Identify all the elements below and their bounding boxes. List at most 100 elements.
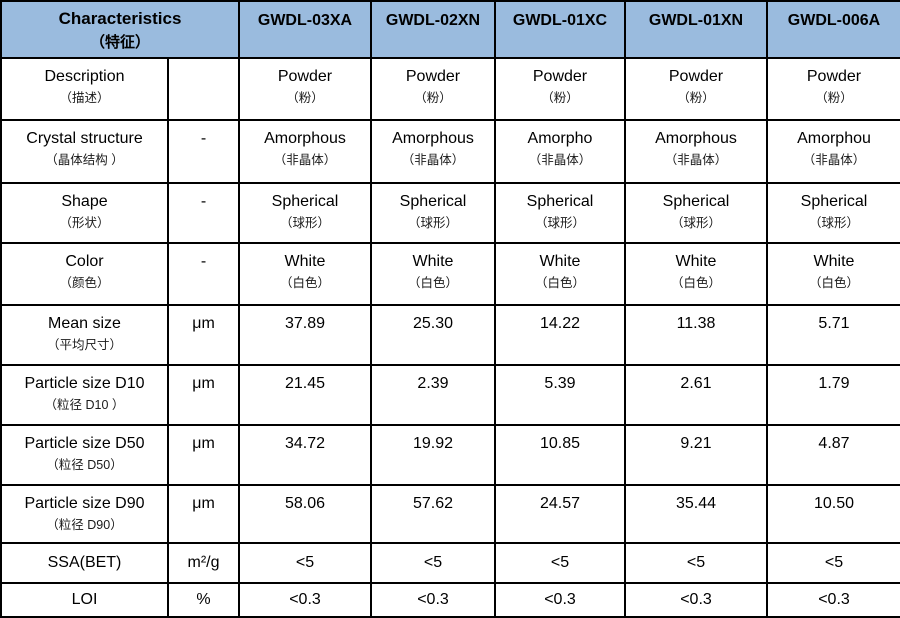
- value-cell: <5: [370, 542, 496, 584]
- unit-cell: %: [167, 582, 240, 618]
- value-cn: （粉）: [414, 91, 452, 105]
- value-cn: （非晶体）: [802, 153, 866, 167]
- value-cn: （球形）: [407, 216, 458, 230]
- value: 24.57: [539, 495, 581, 512]
- product-header: GWDL-02XN: [370, 0, 496, 59]
- row-label-cn: （粒径 D90）: [46, 518, 123, 532]
- value: Spherical: [662, 193, 730, 210]
- row-label-cn: （平均尺寸）: [46, 338, 122, 352]
- value: 5.39: [544, 375, 576, 392]
- value: 1.79: [818, 375, 850, 392]
- value: <0.3: [417, 591, 449, 608]
- unit-cell: [167, 57, 240, 121]
- value-cell: 4.87: [766, 424, 900, 486]
- value: 14.22: [539, 315, 581, 332]
- row-label-cell: LOI: [0, 582, 169, 618]
- value-cell: Spherical （球形）: [370, 182, 496, 244]
- value: Amorpho: [527, 130, 593, 147]
- table-row: Description （描述） Powder （粉） Powder （粉） Pow…: [0, 57, 900, 121]
- row-label: Particle size D90: [24, 495, 145, 512]
- unit-label: μm: [192, 495, 215, 512]
- value: <0.3: [544, 591, 576, 608]
- row-label: Shape: [61, 193, 108, 210]
- row-label-cell: Description （描述）: [0, 57, 169, 121]
- value: 10.85: [539, 435, 581, 452]
- value-cell: Spherical （球形）: [766, 182, 900, 244]
- unit-label: -: [200, 193, 207, 210]
- product-code: GWDL-01XC: [512, 12, 608, 29]
- value-cell: Powder （粉）: [370, 57, 496, 121]
- value: 25.30: [412, 315, 454, 332]
- product-header: GWDL-01XN: [624, 0, 768, 59]
- value-cn: （粉）: [677, 91, 715, 105]
- row-label-cell: Particle size D90 （粒径 D90）: [0, 484, 169, 544]
- characteristics-header-cell: Characteristics （特征）: [0, 0, 240, 59]
- value-cell: White （白色）: [624, 242, 768, 306]
- value-cn: （白色）: [808, 276, 859, 290]
- value: 58.06: [284, 495, 326, 512]
- table-row: Shape （形状） - Spherical （球形） Spherical （球形）…: [0, 182, 900, 244]
- value-cell: 58.06: [238, 484, 372, 544]
- value: <5: [824, 554, 844, 571]
- value: 9.21: [680, 435, 712, 452]
- value-cell: <5: [494, 542, 626, 584]
- value-cn: （粉）: [815, 91, 853, 105]
- characteristics-title: Characteristics: [58, 9, 182, 28]
- value: 35.44: [675, 495, 717, 512]
- value-cell: 10.50: [766, 484, 900, 544]
- value-cell: <0.3: [624, 582, 768, 618]
- value-cell: White （白色）: [370, 242, 496, 306]
- value: White: [813, 253, 855, 270]
- unit-label: μm: [192, 315, 215, 332]
- value-cell: <5: [624, 542, 768, 584]
- product-code: GWDL-006A: [787, 12, 881, 29]
- value: Powder: [532, 68, 588, 85]
- value-cell: 34.72: [238, 424, 372, 486]
- row-label: Mean size: [48, 315, 121, 332]
- value: <5: [550, 554, 570, 571]
- value-cn: （球形）: [670, 216, 721, 230]
- row-label-cn: （形状）: [59, 216, 110, 230]
- product-header: GWDL-03XA: [238, 0, 372, 59]
- unit-label: %: [196, 591, 211, 608]
- value: White: [412, 253, 454, 270]
- product-code: GWDL-01XN: [648, 12, 744, 29]
- row-label-cn: （颜色）: [59, 276, 110, 290]
- value-cn: （球形）: [279, 216, 330, 230]
- row-label: Description: [44, 68, 125, 85]
- unit-label: m²/g: [187, 554, 220, 571]
- value-cn: （白色）: [279, 276, 330, 290]
- row-label-cell: Particle size D50 （粒径 D50）: [0, 424, 169, 486]
- value-cn: （白色）: [407, 276, 458, 290]
- value-cn: （球形）: [808, 216, 859, 230]
- value: Spherical: [271, 193, 339, 210]
- value-cell: Powder （粉）: [766, 57, 900, 121]
- value-cell: <0.3: [494, 582, 626, 618]
- unit-label: μm: [192, 435, 215, 452]
- unit-cell: -: [167, 119, 240, 184]
- value: White: [284, 253, 326, 270]
- value-cell: <5: [766, 542, 900, 584]
- table-row: Particle size D90 （粒径 D90） μm 58.06 57.6…: [0, 484, 900, 544]
- table-row: Crystal structure （晶体结构 ） - Amorphous （非晶…: [0, 119, 900, 184]
- value-cell: 57.62: [370, 484, 496, 544]
- value-cell: Amorphou （非晶体）: [766, 119, 900, 184]
- value-cell: Amorpho （非晶体）: [494, 119, 626, 184]
- value-cell: <0.3: [766, 582, 900, 618]
- value-cell: <5: [238, 542, 372, 584]
- unit-label: -: [200, 130, 207, 147]
- value: <5: [423, 554, 443, 571]
- row-label-cell: Crystal structure （晶体结构 ）: [0, 119, 169, 184]
- unit-cell: μm: [167, 424, 240, 486]
- value: Powder: [405, 68, 461, 85]
- value: Powder: [277, 68, 333, 85]
- unit-label: μm: [192, 375, 215, 392]
- unit-cell: μm: [167, 364, 240, 426]
- table-row: Particle size D50 （粒径 D50） μm 34.72 19.9…: [0, 424, 900, 486]
- value-cell: 14.22: [494, 304, 626, 366]
- value-cn: （非晶体）: [273, 153, 337, 167]
- value: <0.3: [680, 591, 712, 608]
- value: <0.3: [818, 591, 850, 608]
- value-cell: White （白色）: [238, 242, 372, 306]
- row-label-cn: （晶体结构 ）: [45, 153, 124, 167]
